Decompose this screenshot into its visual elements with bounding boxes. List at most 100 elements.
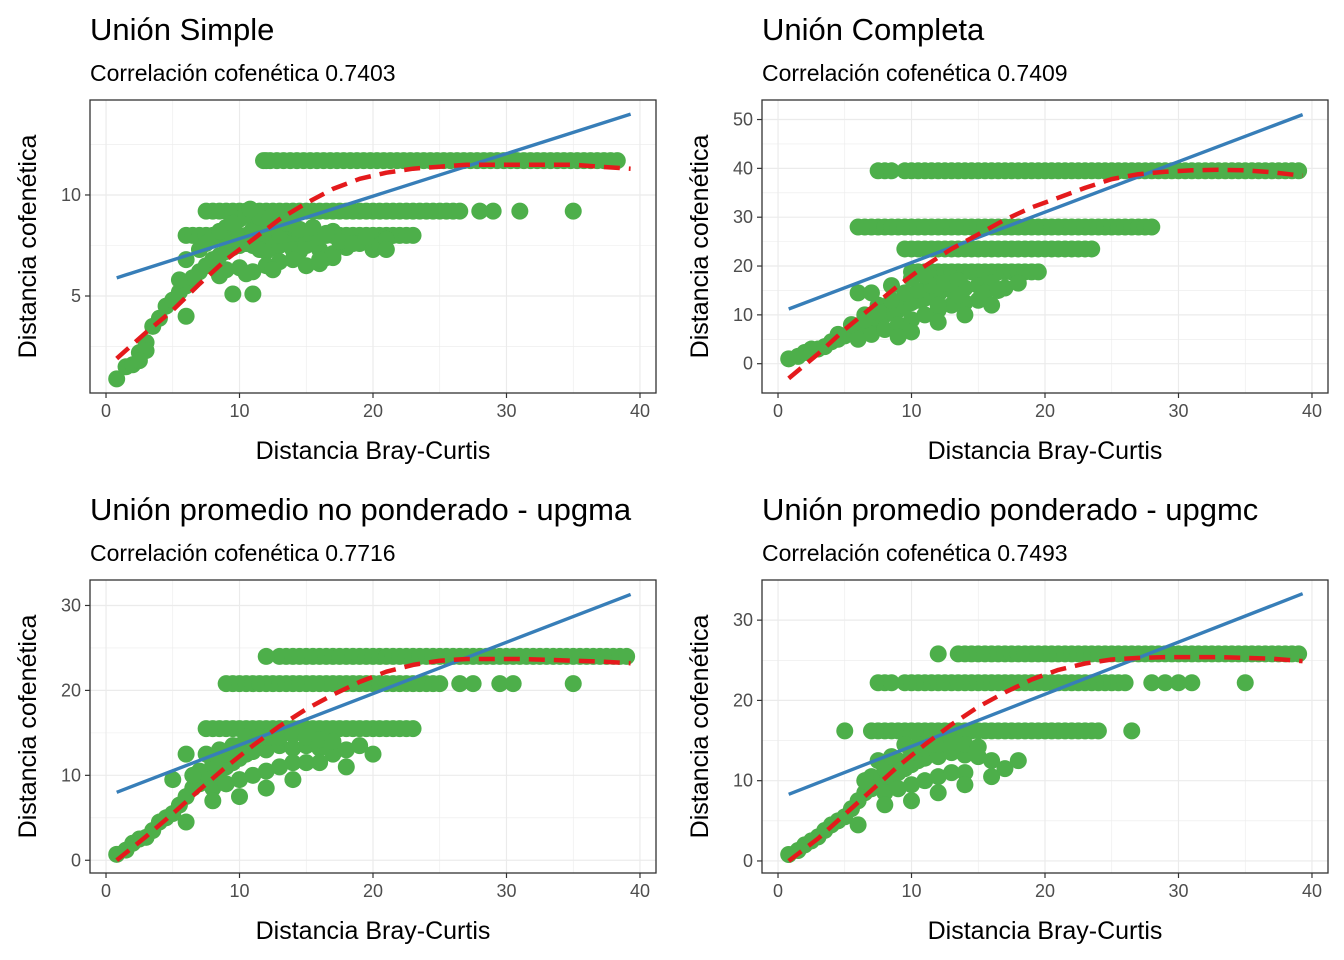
data-point [231, 771, 249, 789]
x-tick-label: 30 [1168, 401, 1188, 421]
data-point [231, 788, 249, 806]
x-tick-label: 0 [773, 401, 783, 421]
data-point [876, 784, 894, 802]
data-point [404, 720, 422, 738]
y-axis-title: Distancia cofenética [686, 135, 714, 359]
data-point [1123, 722, 1141, 740]
data-point [1009, 752, 1027, 770]
data-point [130, 352, 148, 370]
data-point [164, 771, 182, 789]
data-point [1156, 674, 1174, 692]
data-point [297, 236, 315, 254]
x-tick-label: 40 [1302, 401, 1322, 421]
smooth-fit-line [787, 654, 1303, 863]
y-axis-title: Distancia cofenética [14, 615, 42, 839]
data-point [956, 776, 974, 794]
data-point [929, 784, 947, 802]
data-point [364, 745, 382, 763]
data-point [983, 768, 1001, 786]
data-point [177, 813, 195, 831]
data-point [224, 285, 242, 303]
x-tick-label: 40 [630, 401, 650, 421]
data-point [271, 758, 289, 776]
data-point [903, 323, 921, 341]
data-point [618, 647, 636, 665]
y-tick-label: 0 [743, 851, 753, 871]
data-point [351, 737, 369, 755]
panel-title: Unión promedio ponderado - upgmc [762, 492, 1259, 527]
data-point [969, 738, 987, 756]
plot-layer [780, 592, 1308, 864]
data-point [889, 316, 907, 334]
data-point [491, 675, 509, 693]
data-point [324, 249, 342, 267]
panel-simple: Unión Simple Correlación cofenética 0.74… [0, 0, 672, 480]
data-point [916, 772, 934, 790]
linear-fit-line [116, 112, 632, 280]
data-point [1290, 162, 1308, 180]
data-point [936, 274, 954, 292]
y-tick-label: 30 [61, 595, 81, 615]
plot-layer [108, 112, 632, 388]
data-point [344, 234, 362, 252]
y-tick-label: 10 [61, 765, 81, 785]
data-point [903, 311, 921, 329]
data-point [311, 251, 329, 269]
data-point [1236, 674, 1254, 692]
data-point [324, 745, 342, 763]
y-tick-label: 40 [733, 158, 753, 178]
y-tick-label: 0 [71, 850, 81, 870]
data-point [876, 321, 894, 339]
data-point [204, 779, 222, 797]
data-point [357, 228, 375, 246]
data-point [241, 200, 259, 218]
data-point [1183, 674, 1201, 692]
data-point [244, 285, 262, 303]
data-point [170, 271, 188, 289]
panel-subtitle: Correlación cofenética 0.7716 [90, 540, 396, 566]
data-point [377, 241, 395, 259]
y-tick-label: 30 [733, 207, 753, 227]
smooth-fit-line [787, 167, 1303, 381]
data-point [311, 754, 329, 772]
data-point [849, 284, 867, 302]
data-point [464, 675, 482, 693]
data-point [184, 269, 202, 287]
linear-fit-line [788, 113, 1304, 311]
x-axis-title: Distancia Bray-Curtis [256, 917, 491, 945]
data-point [297, 754, 315, 772]
data-point [949, 272, 967, 290]
y-tick-label: 5 [71, 286, 81, 306]
data-point [1116, 674, 1134, 692]
data-point [564, 675, 582, 693]
data-point [1083, 240, 1101, 258]
panel-upgmc: Unión promedio ponderado - upgmc Correla… [672, 480, 1344, 960]
data-point [404, 226, 422, 244]
data-point [304, 218, 322, 236]
data-point [862, 325, 880, 343]
y-tick-label: 10 [61, 185, 81, 205]
data-point [896, 284, 914, 302]
data-point [1089, 722, 1107, 740]
data-point [956, 306, 974, 324]
data-point [257, 152, 275, 170]
data-point [257, 762, 275, 780]
y-tick-label: 10 [733, 305, 753, 325]
data-point [291, 220, 309, 238]
y-tick-label: 10 [733, 771, 753, 791]
data-point [284, 754, 302, 772]
data-point [903, 792, 921, 810]
x-tick-label: 20 [1035, 881, 1055, 901]
x-tick-label: 40 [1302, 881, 1322, 901]
data-point [1290, 645, 1308, 663]
panel-subtitle: Correlación cofenética 0.7493 [762, 540, 1068, 566]
data-point [929, 645, 947, 663]
x-tick-label: 10 [229, 401, 249, 421]
x-tick-label: 20 [363, 401, 383, 421]
data-point [224, 214, 242, 232]
data-point [889, 328, 907, 346]
data-point [177, 307, 195, 325]
data-point [889, 780, 907, 798]
data-point [956, 736, 974, 754]
